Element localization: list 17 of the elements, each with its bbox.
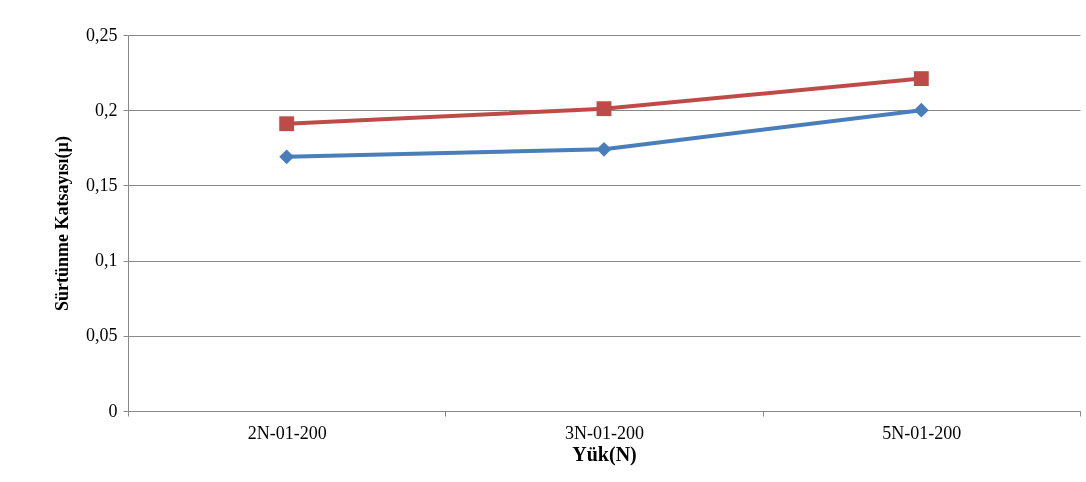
point: [596, 101, 612, 117]
point: [279, 116, 295, 132]
y-tick-label: 0,1: [95, 250, 118, 271]
x-axis-title: Yük(N): [572, 442, 637, 466]
point: [596, 141, 612, 157]
y-tick-label: 0,25: [86, 24, 118, 45]
point: [913, 102, 929, 118]
y-tick-label: 0,15: [86, 174, 118, 195]
y-tick-label: 0,05: [86, 325, 118, 346]
y-tick-label: 0,2: [95, 99, 118, 120]
y-axis-title: Sürtünme Katsayısı(µ): [52, 136, 73, 311]
point: [913, 71, 929, 87]
x-tick-label: 3N-01-200: [565, 422, 644, 443]
x-tick-label: 5N-01-200: [882, 422, 962, 443]
point: [279, 149, 295, 165]
x-tick-label: 2N-01-200: [247, 422, 327, 443]
y-tick-label: 0: [108, 400, 118, 421]
